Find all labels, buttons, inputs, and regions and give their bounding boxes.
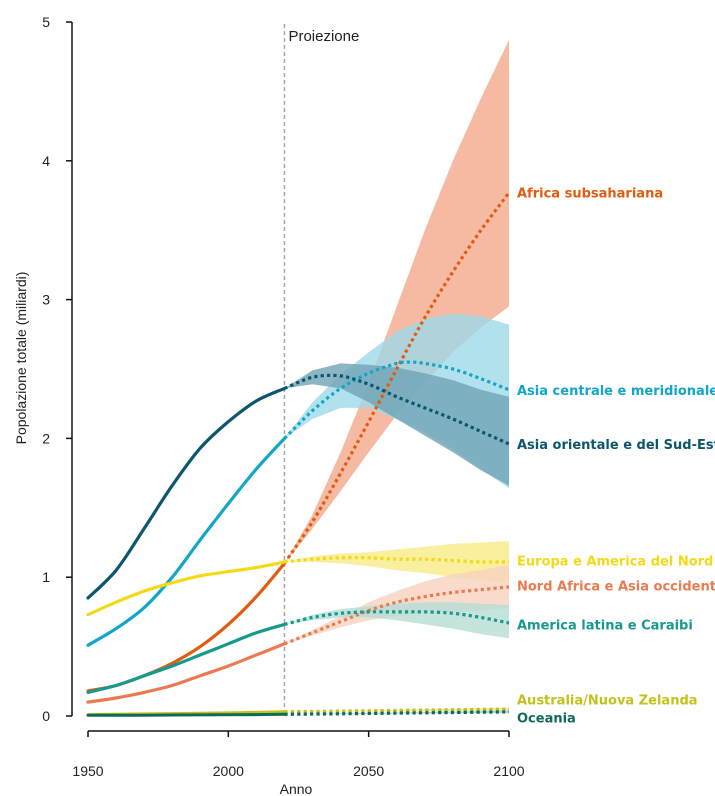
projected-line-3 <box>284 555 510 564</box>
y-tick-label: 4 <box>42 153 50 169</box>
y-tick-label: 3 <box>42 292 50 308</box>
projected-line-1 <box>283 360 510 440</box>
y-ticks: 0 1 2 3 4 5 <box>42 14 72 724</box>
series-label-0: Africa subsahariana <box>517 187 663 202</box>
uncertainty-band-3 <box>284 541 509 583</box>
observed-line-5 <box>86 622 287 694</box>
uncertainty-band-5 <box>284 602 509 639</box>
x-ticks: 1950 2000 2050 2100 <box>72 731 525 779</box>
series-label-3: Europa e America del Nord <box>517 555 713 570</box>
uncertainty-band-0 <box>284 40 509 564</box>
x-axis-title: Anno <box>280 781 313 796</box>
observed-line-2 <box>86 386 287 600</box>
projected-line-4 <box>283 585 510 646</box>
projected-line-6 <box>284 707 510 714</box>
series-label-7: Oceania <box>517 711 576 726</box>
y-tick-label: 5 <box>42 14 50 30</box>
observed-line-1 <box>86 436 287 647</box>
series-label-1: Asia centrale e meridionale <box>517 384 715 399</box>
x-tick-label: 2050 <box>353 763 384 779</box>
projected-line-0 <box>283 191 511 565</box>
series-label-2: Asia orientale e del Sud-Est <box>517 438 715 453</box>
uncertainty-band-2 <box>284 363 509 486</box>
x-tick-label: 2000 <box>213 763 244 779</box>
projected-line-7 <box>284 710 510 716</box>
series-labels: Africa subsahariana Asia centrale e merid… <box>517 187 715 727</box>
y-tick-label: 2 <box>42 430 50 446</box>
y-axis-title: Popolazione totale (miliardi) <box>13 272 29 445</box>
series-lines <box>86 191 511 717</box>
observed-line-7 <box>86 712 286 717</box>
y-tick-label: 1 <box>42 569 50 585</box>
x-tick-label: 2100 <box>493 763 524 779</box>
series-label-4: Nord Africa e Asia occidentale <box>517 580 715 595</box>
axes <box>71 22 509 732</box>
projected-line-2 <box>283 373 510 446</box>
series-label-6: Australia/Nuova Zelanda <box>517 693 698 708</box>
y-tick-label: 0 <box>42 708 50 724</box>
observed-line-4 <box>86 642 287 704</box>
series-label-5: America latina e Caraibi <box>517 618 693 633</box>
projection-label: Proiezione <box>288 28 359 45</box>
observed-line-3 <box>86 560 287 617</box>
x-tick-label: 1950 <box>72 763 103 779</box>
